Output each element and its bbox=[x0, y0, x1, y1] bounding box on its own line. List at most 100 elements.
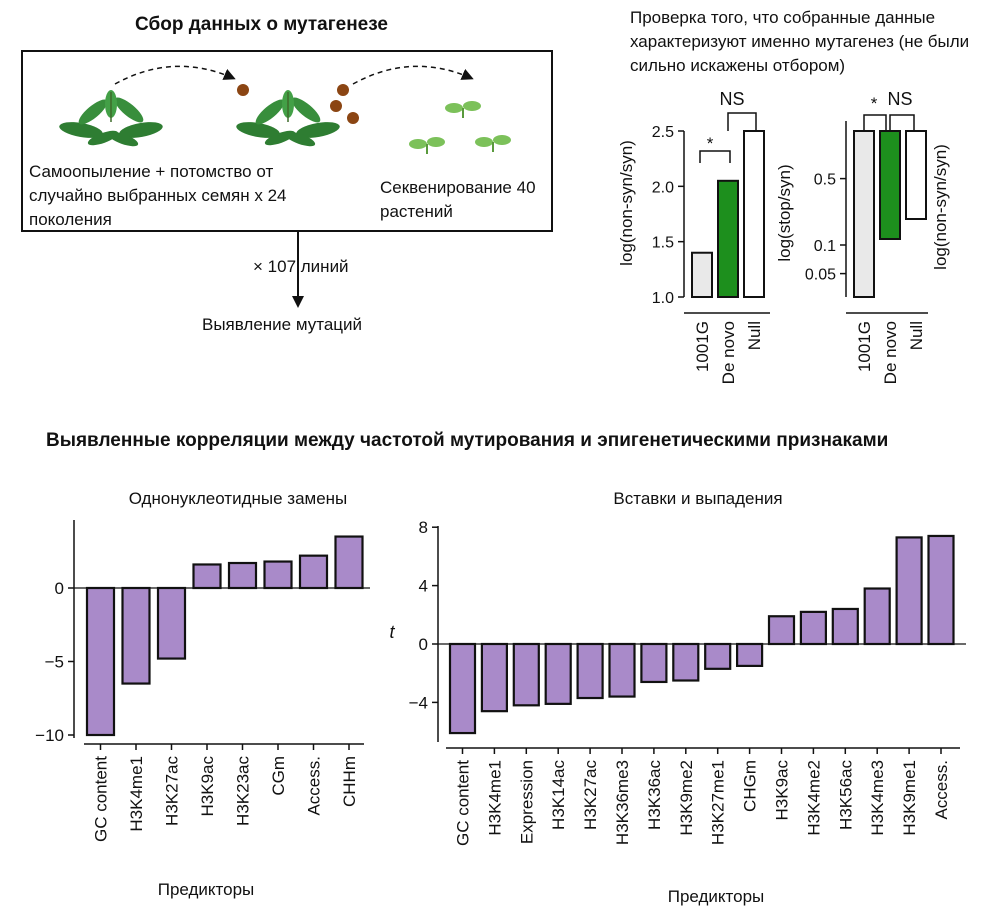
workflow-title: Сбор данных о мутагенезе bbox=[135, 14, 388, 35]
y-tick-label: 2.5 bbox=[652, 124, 674, 141]
x-tick-label: H3K27me1 bbox=[709, 760, 728, 845]
x-tick-label: H3K4me3 bbox=[868, 760, 887, 836]
dashed-arrow-2 bbox=[352, 65, 474, 85]
x-tick-label: H3K36me3 bbox=[613, 760, 632, 845]
seedling-icon bbox=[409, 137, 445, 154]
seedling-icon bbox=[475, 135, 511, 152]
bar bbox=[717, 179, 739, 298]
y-axis-label-right: log(non-syn/syn) bbox=[931, 144, 950, 270]
bar bbox=[512, 642, 540, 707]
x-tick-label: Expression bbox=[517, 760, 536, 844]
significance-bracket bbox=[889, 114, 915, 131]
bar bbox=[640, 642, 668, 684]
x-tick-label: Null bbox=[745, 321, 764, 350]
bar bbox=[735, 642, 764, 667]
x-tick-label: Access. bbox=[305, 756, 324, 816]
y-axis-label: log(non-syn/syn) bbox=[617, 140, 636, 266]
bar bbox=[927, 534, 955, 646]
x-tick-label: H3K4me1 bbox=[485, 760, 504, 836]
bar bbox=[691, 251, 713, 299]
x-tick-label: GC content bbox=[454, 760, 473, 846]
y-tick-label: 0.1 bbox=[814, 238, 836, 255]
correlations-title: Выявленные корреляции между частотой мут… bbox=[46, 430, 889, 451]
bar bbox=[448, 642, 477, 735]
x-tick-label: CHGm bbox=[741, 760, 760, 812]
bar bbox=[156, 586, 187, 660]
x-tick-label: CHHm bbox=[340, 756, 359, 807]
x-tick-label: De novo bbox=[881, 321, 900, 384]
bar bbox=[767, 615, 796, 646]
chart-non-syn-syn: log(non-syn/syn) 1.0 1.5 2.0 2.5 1001G De no… bbox=[617, 89, 770, 384]
seed-icon bbox=[347, 112, 359, 124]
bar bbox=[608, 642, 636, 698]
x-tick-label: H3K56ac bbox=[836, 760, 855, 830]
y-tick-label: 2.0 bbox=[652, 179, 674, 196]
x-tick-label: H3K9me2 bbox=[677, 760, 696, 836]
y-ticks: 0.05 0.1 0.5 bbox=[805, 172, 846, 284]
y-tick-label: −4 bbox=[409, 693, 428, 712]
workflow-illustration bbox=[59, 65, 511, 154]
x-tick-labels: 1001G De novo Null bbox=[693, 321, 764, 384]
x-tick-label: H3K27ac bbox=[163, 756, 182, 826]
x-tick-label: 1001G bbox=[693, 321, 712, 372]
workflow-box: Самоопыление + потомство от случайно выб… bbox=[21, 50, 553, 232]
x-tick-labels: GC content H3K4me1 Expression H3K14ac H3K27a… bbox=[454, 748, 951, 846]
correlation-charts: Однонуклеотидные замены 0 −5 −10 GC conten… bbox=[35, 489, 966, 906]
significance-label: NS bbox=[719, 89, 744, 109]
bars bbox=[85, 535, 364, 737]
bar bbox=[85, 586, 116, 737]
significance-bracket bbox=[863, 114, 887, 131]
y-tick-label: 1.5 bbox=[652, 235, 674, 252]
x-tick-labels: GC content H3K4me1 H3K27ac H3K9ac H3K23ac CGm… bbox=[92, 744, 359, 842]
step1-label: Самоопыление + потомство от случайно выб… bbox=[29, 162, 287, 229]
bar bbox=[576, 642, 604, 700]
chart-indel: Вставки и выпадения t 8 4 0 −4 GC content H3… bbox=[389, 489, 966, 906]
y-tick-label: 8 bbox=[419, 518, 428, 537]
x-tick-label: CGm bbox=[269, 756, 288, 796]
seed-icon bbox=[237, 84, 249, 96]
chart-title: Вставки и выпадения bbox=[613, 489, 782, 508]
validation-charts: log(non-syn/syn) 1.0 1.5 2.0 2.5 1001G De no… bbox=[617, 89, 950, 384]
bars bbox=[853, 130, 927, 298]
y-tick-label: 0.05 bbox=[805, 267, 836, 284]
validation-title: Проверка того, что собранные данные хара… bbox=[630, 8, 970, 75]
y-tick-label: 0.5 bbox=[814, 172, 836, 189]
multiply-sign: × bbox=[253, 257, 263, 276]
x-axis-label: Предикторы bbox=[158, 880, 255, 899]
bar bbox=[895, 536, 923, 646]
y-ticks: 8 4 0 −4 bbox=[409, 518, 438, 712]
x-tick-label: H3K4me1 bbox=[127, 756, 146, 832]
bars bbox=[691, 130, 765, 299]
x-tick-label: De novo bbox=[719, 321, 738, 384]
x-tick-label: 1001G bbox=[855, 321, 874, 372]
seed-icon bbox=[330, 100, 342, 112]
dashed-arrow-1 bbox=[114, 65, 236, 85]
seedling-icon bbox=[445, 101, 481, 118]
x-tick-label: H3K4me2 bbox=[804, 760, 823, 836]
result-label: Выявление мутаций bbox=[202, 315, 362, 334]
chart-stop-syn: log(stop/syn) log(non-syn/syn) 0.050.10.… bbox=[775, 89, 950, 384]
bar bbox=[743, 130, 765, 298]
bar bbox=[121, 586, 151, 685]
plant-icon bbox=[236, 90, 340, 147]
bar bbox=[831, 607, 859, 646]
y-tick-label: 4 bbox=[419, 577, 428, 596]
bar bbox=[905, 130, 927, 220]
bar bbox=[672, 642, 700, 682]
bar bbox=[704, 642, 732, 670]
down-arrow bbox=[292, 232, 304, 308]
y-tick-label: −10 bbox=[35, 726, 64, 745]
seed-icon bbox=[337, 84, 349, 96]
bar bbox=[853, 130, 875, 298]
y-axis-label: log(stop/syn) bbox=[775, 164, 794, 261]
x-tick-label: H3K14ac bbox=[549, 760, 568, 830]
bar bbox=[863, 587, 891, 646]
x-axis-label: Предикторы bbox=[668, 887, 765, 906]
x-tick-label: H3K27ac bbox=[581, 760, 600, 830]
bar bbox=[334, 535, 364, 590]
y-tick-label: −5 bbox=[45, 653, 64, 672]
x-tick-label: H3K9me1 bbox=[900, 760, 919, 836]
bar bbox=[263, 560, 293, 590]
chart-title: Однонуклеотидные замены bbox=[129, 489, 348, 508]
x-tick-label: Access. bbox=[932, 760, 951, 820]
